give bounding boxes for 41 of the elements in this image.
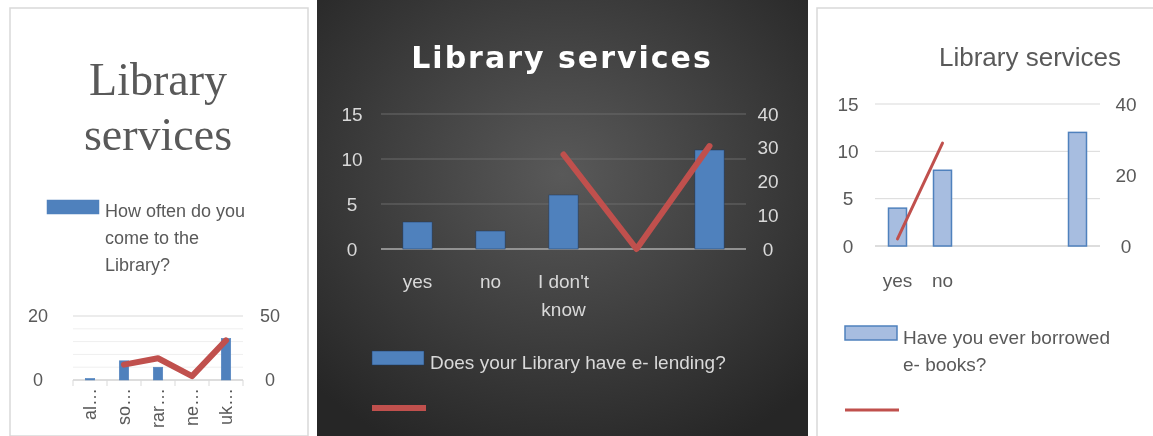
bar (548, 194, 579, 250)
y2-tick-label: 40 (1115, 93, 1137, 115)
y-tick-label: 10 (341, 148, 363, 170)
bar (932, 169, 953, 247)
x-tick-label: ne… (182, 388, 202, 427)
bar (152, 366, 164, 381)
y2-tick-label: 10 (757, 204, 779, 226)
y2-tick-label: 40 (757, 103, 779, 125)
y2-tick-label: 50 (259, 306, 281, 327)
y2-tick-label: 0 (1120, 235, 1132, 257)
y-tick-label: 15 (837, 93, 859, 115)
y-tick-label: 0 (346, 238, 358, 260)
chart-title: Library services (938, 42, 1122, 72)
x-tick-label: no (931, 270, 954, 291)
bar (694, 149, 725, 250)
bar (402, 221, 433, 250)
y2-tick-label: 30 (757, 137, 779, 159)
x-tick-label: uk… (216, 388, 236, 426)
x-tick-label: yes (882, 270, 913, 291)
x-tick-label: so… (114, 388, 134, 426)
x-tick-label: rar… (148, 388, 168, 428)
y-tick-label: 15 (341, 103, 363, 125)
bar (1067, 131, 1088, 247)
x-tick-label: no (479, 271, 502, 292)
y2-tick-label: 20 (1115, 164, 1137, 186)
y-tick-label: 5 (842, 188, 854, 210)
legend-label: Have you ever borrowed e- books? (903, 326, 1110, 375)
y2-tick-label: 20 (757, 171, 779, 193)
y-tick-label: 0 (842, 235, 854, 257)
y-tick-label: 5 (346, 193, 358, 215)
chart-title: Library services (411, 40, 713, 75)
legend-label: Does your Library have e- lending? (430, 351, 726, 373)
y-tick-label: 10 (837, 140, 859, 162)
chart-title: Library services (83, 54, 233, 160)
x-tick-label: al… (80, 388, 100, 421)
y2-tick-label: 0 (762, 238, 774, 260)
y2-tick-label: 0 (264, 370, 276, 391)
x-tick-label: yes (402, 271, 433, 292)
x-tick-label: I don't know (537, 271, 590, 320)
bar (475, 230, 506, 250)
legend-label: How often do you come to the Library? (105, 201, 246, 276)
